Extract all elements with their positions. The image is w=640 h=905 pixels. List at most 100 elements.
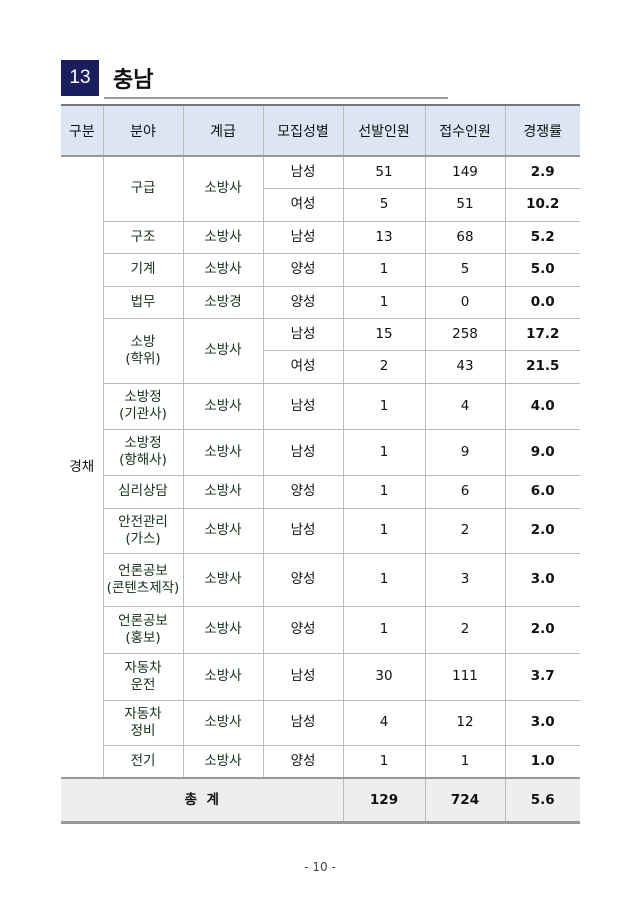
ratio-cell: 2.0 bbox=[504, 605, 580, 654]
selected-cell: 1 bbox=[342, 382, 426, 430]
table-row: 자동차 정비 소방사 남성 4 12 3.0 bbox=[61, 699, 580, 746]
selected-cell: 13 bbox=[342, 220, 426, 254]
table-row: 경채 구급 소방사 남성 51 149 2.9 bbox=[61, 155, 580, 778]
gender-cell: 양성 bbox=[262, 285, 344, 319]
gender-cell: 양성 bbox=[262, 552, 344, 607]
ratio-cell: 5.0 bbox=[504, 252, 580, 287]
table-row: 전기 소방사 양성 1 1 1.0 bbox=[61, 744, 580, 779]
selected-cell: 1 bbox=[342, 252, 426, 287]
table-row: 여성 5 51 10.2 bbox=[61, 187, 580, 222]
rank-cell: 소방사 bbox=[182, 507, 264, 554]
ratio-cell: 2.9 bbox=[504, 155, 580, 189]
applied-cell: 5 bbox=[424, 252, 506, 287]
ratio-cell: 1.0 bbox=[504, 744, 580, 779]
applied-cell: 3 bbox=[424, 552, 506, 607]
gender-cell: 남성 bbox=[262, 428, 344, 476]
gender-cell: 양성 bbox=[262, 744, 344, 779]
ratio-cell: 5.2 bbox=[504, 220, 580, 254]
ratio-cell: 3.7 bbox=[504, 652, 580, 701]
selected-cell: 1 bbox=[342, 474, 426, 509]
header-rank: 계급 bbox=[182, 104, 263, 157]
rank-cell: 소방사 bbox=[182, 474, 264, 509]
field-cell: 심리상담 bbox=[102, 474, 184, 509]
gender-cell: 여성 bbox=[262, 187, 344, 222]
ratio-cell: 9.0 bbox=[504, 428, 580, 476]
table-row: 소방 (학위) 소방사 남성 15 258 17.2 bbox=[61, 317, 580, 384]
gender-cell: 남성 bbox=[262, 382, 344, 430]
category-cell: 경채 bbox=[61, 155, 104, 778]
table-row: 법무 소방경 양성 1 0 0.0 bbox=[61, 285, 580, 319]
applied-cell: 12 bbox=[424, 699, 506, 746]
total-row: 총 계 129 724 5.6 bbox=[61, 777, 580, 824]
rank-cell: 소방사 bbox=[182, 317, 264, 384]
selected-cell: 1 bbox=[342, 507, 426, 554]
rank-cell: 소방사 bbox=[182, 155, 264, 222]
applied-cell: 9 bbox=[424, 428, 506, 476]
field-cell: 구급 bbox=[102, 155, 184, 222]
selected-cell: 51 bbox=[342, 155, 426, 189]
rank-cell: 소방사 bbox=[182, 428, 264, 476]
applied-cell: 6 bbox=[424, 474, 506, 509]
rank-cell: 소방사 bbox=[182, 652, 264, 701]
selected-cell: 1 bbox=[342, 552, 426, 607]
gender-cell: 남성 bbox=[262, 220, 344, 254]
total-selected: 129 bbox=[342, 777, 426, 824]
rank-cell: 소방사 bbox=[182, 382, 264, 430]
header-selected: 선발인원 bbox=[342, 104, 425, 157]
title-underline bbox=[104, 97, 448, 99]
gender-cell: 여성 bbox=[262, 349, 344, 384]
table-row: 소방정 (기관사) 소방사 남성 1 4 4.0 bbox=[61, 382, 580, 430]
rank-cell: 소방사 bbox=[182, 252, 264, 287]
field-cell: 자동차 운전 bbox=[102, 652, 184, 701]
ratio-cell: 17.2 bbox=[504, 317, 580, 351]
ratio-cell: 3.0 bbox=[504, 699, 580, 746]
section-number: 13 bbox=[61, 60, 99, 96]
gender-cell: 양성 bbox=[262, 474, 344, 509]
rank-cell: 소방사 bbox=[182, 699, 264, 746]
gender-cell: 남성 bbox=[262, 652, 344, 701]
gender-cell: 남성 bbox=[262, 155, 344, 189]
selected-cell: 1 bbox=[342, 285, 426, 319]
header-field: 분야 bbox=[102, 104, 183, 157]
table-row: 언론공보 (콘텐츠제작) 소방사 양성 1 3 3.0 bbox=[61, 552, 580, 607]
ratio-cell: 10.2 bbox=[504, 187, 580, 222]
table-row: 구조 소방사 남성 13 68 5.2 bbox=[61, 220, 580, 254]
selected-cell: 1 bbox=[342, 605, 426, 654]
applied-cell: 1 bbox=[424, 744, 506, 779]
table-row: 언론공보 (홍보) 소방사 양성 1 2 2.0 bbox=[61, 605, 580, 654]
selected-cell: 30 bbox=[342, 652, 426, 701]
field-cell: 소방정 (기관사) bbox=[102, 382, 184, 430]
total-label: 총 계 bbox=[61, 777, 344, 824]
applied-cell: 68 bbox=[424, 220, 506, 254]
field-cell: 자동차 정비 bbox=[102, 699, 184, 746]
rank-cell: 소방사 bbox=[182, 220, 264, 254]
field-cell: 언론공보 (콘텐츠제작) bbox=[102, 552, 184, 607]
rank-cell: 소방사 bbox=[182, 744, 264, 779]
rank-cell: 소방사 bbox=[182, 552, 264, 607]
header-ratio: 경쟁률 bbox=[504, 104, 580, 157]
selected-cell: 5 bbox=[342, 187, 426, 222]
header-category: 구분 bbox=[61, 104, 103, 157]
gender-cell: 양성 bbox=[262, 605, 344, 654]
selected-cell: 4 bbox=[342, 699, 426, 746]
applied-cell: 43 bbox=[424, 349, 506, 384]
gender-cell: 남성 bbox=[262, 699, 344, 746]
applied-cell: 51 bbox=[424, 187, 506, 222]
table-header-row: 구분 분야 계급 모집성별 선발인원 접수인원 경쟁률 bbox=[61, 104, 580, 157]
field-cell: 안전관리 (가스) bbox=[102, 507, 184, 554]
gender-cell: 남성 bbox=[262, 507, 344, 554]
applied-cell: 111 bbox=[424, 652, 506, 701]
applied-cell: 2 bbox=[424, 605, 506, 654]
table-row: 자동차 운전 소방사 남성 30 111 3.7 bbox=[61, 652, 580, 701]
table-row: 여성 2 43 21.5 bbox=[61, 349, 580, 384]
field-cell: 전기 bbox=[102, 744, 184, 779]
section-title: 충남 bbox=[113, 68, 154, 93]
ratio-cell: 21.5 bbox=[504, 349, 580, 384]
table-row: 심리상담 소방사 양성 1 6 6.0 bbox=[61, 474, 580, 509]
table-row: 안전관리 (가스) 소방사 남성 1 2 2.0 bbox=[61, 507, 580, 554]
header-gender: 모집성별 bbox=[262, 104, 343, 157]
selected-cell: 2 bbox=[342, 349, 426, 384]
table-row: 소방정 (항해사) 소방사 남성 1 9 9.0 bbox=[61, 428, 580, 476]
ratio-cell: 4.0 bbox=[504, 382, 580, 430]
